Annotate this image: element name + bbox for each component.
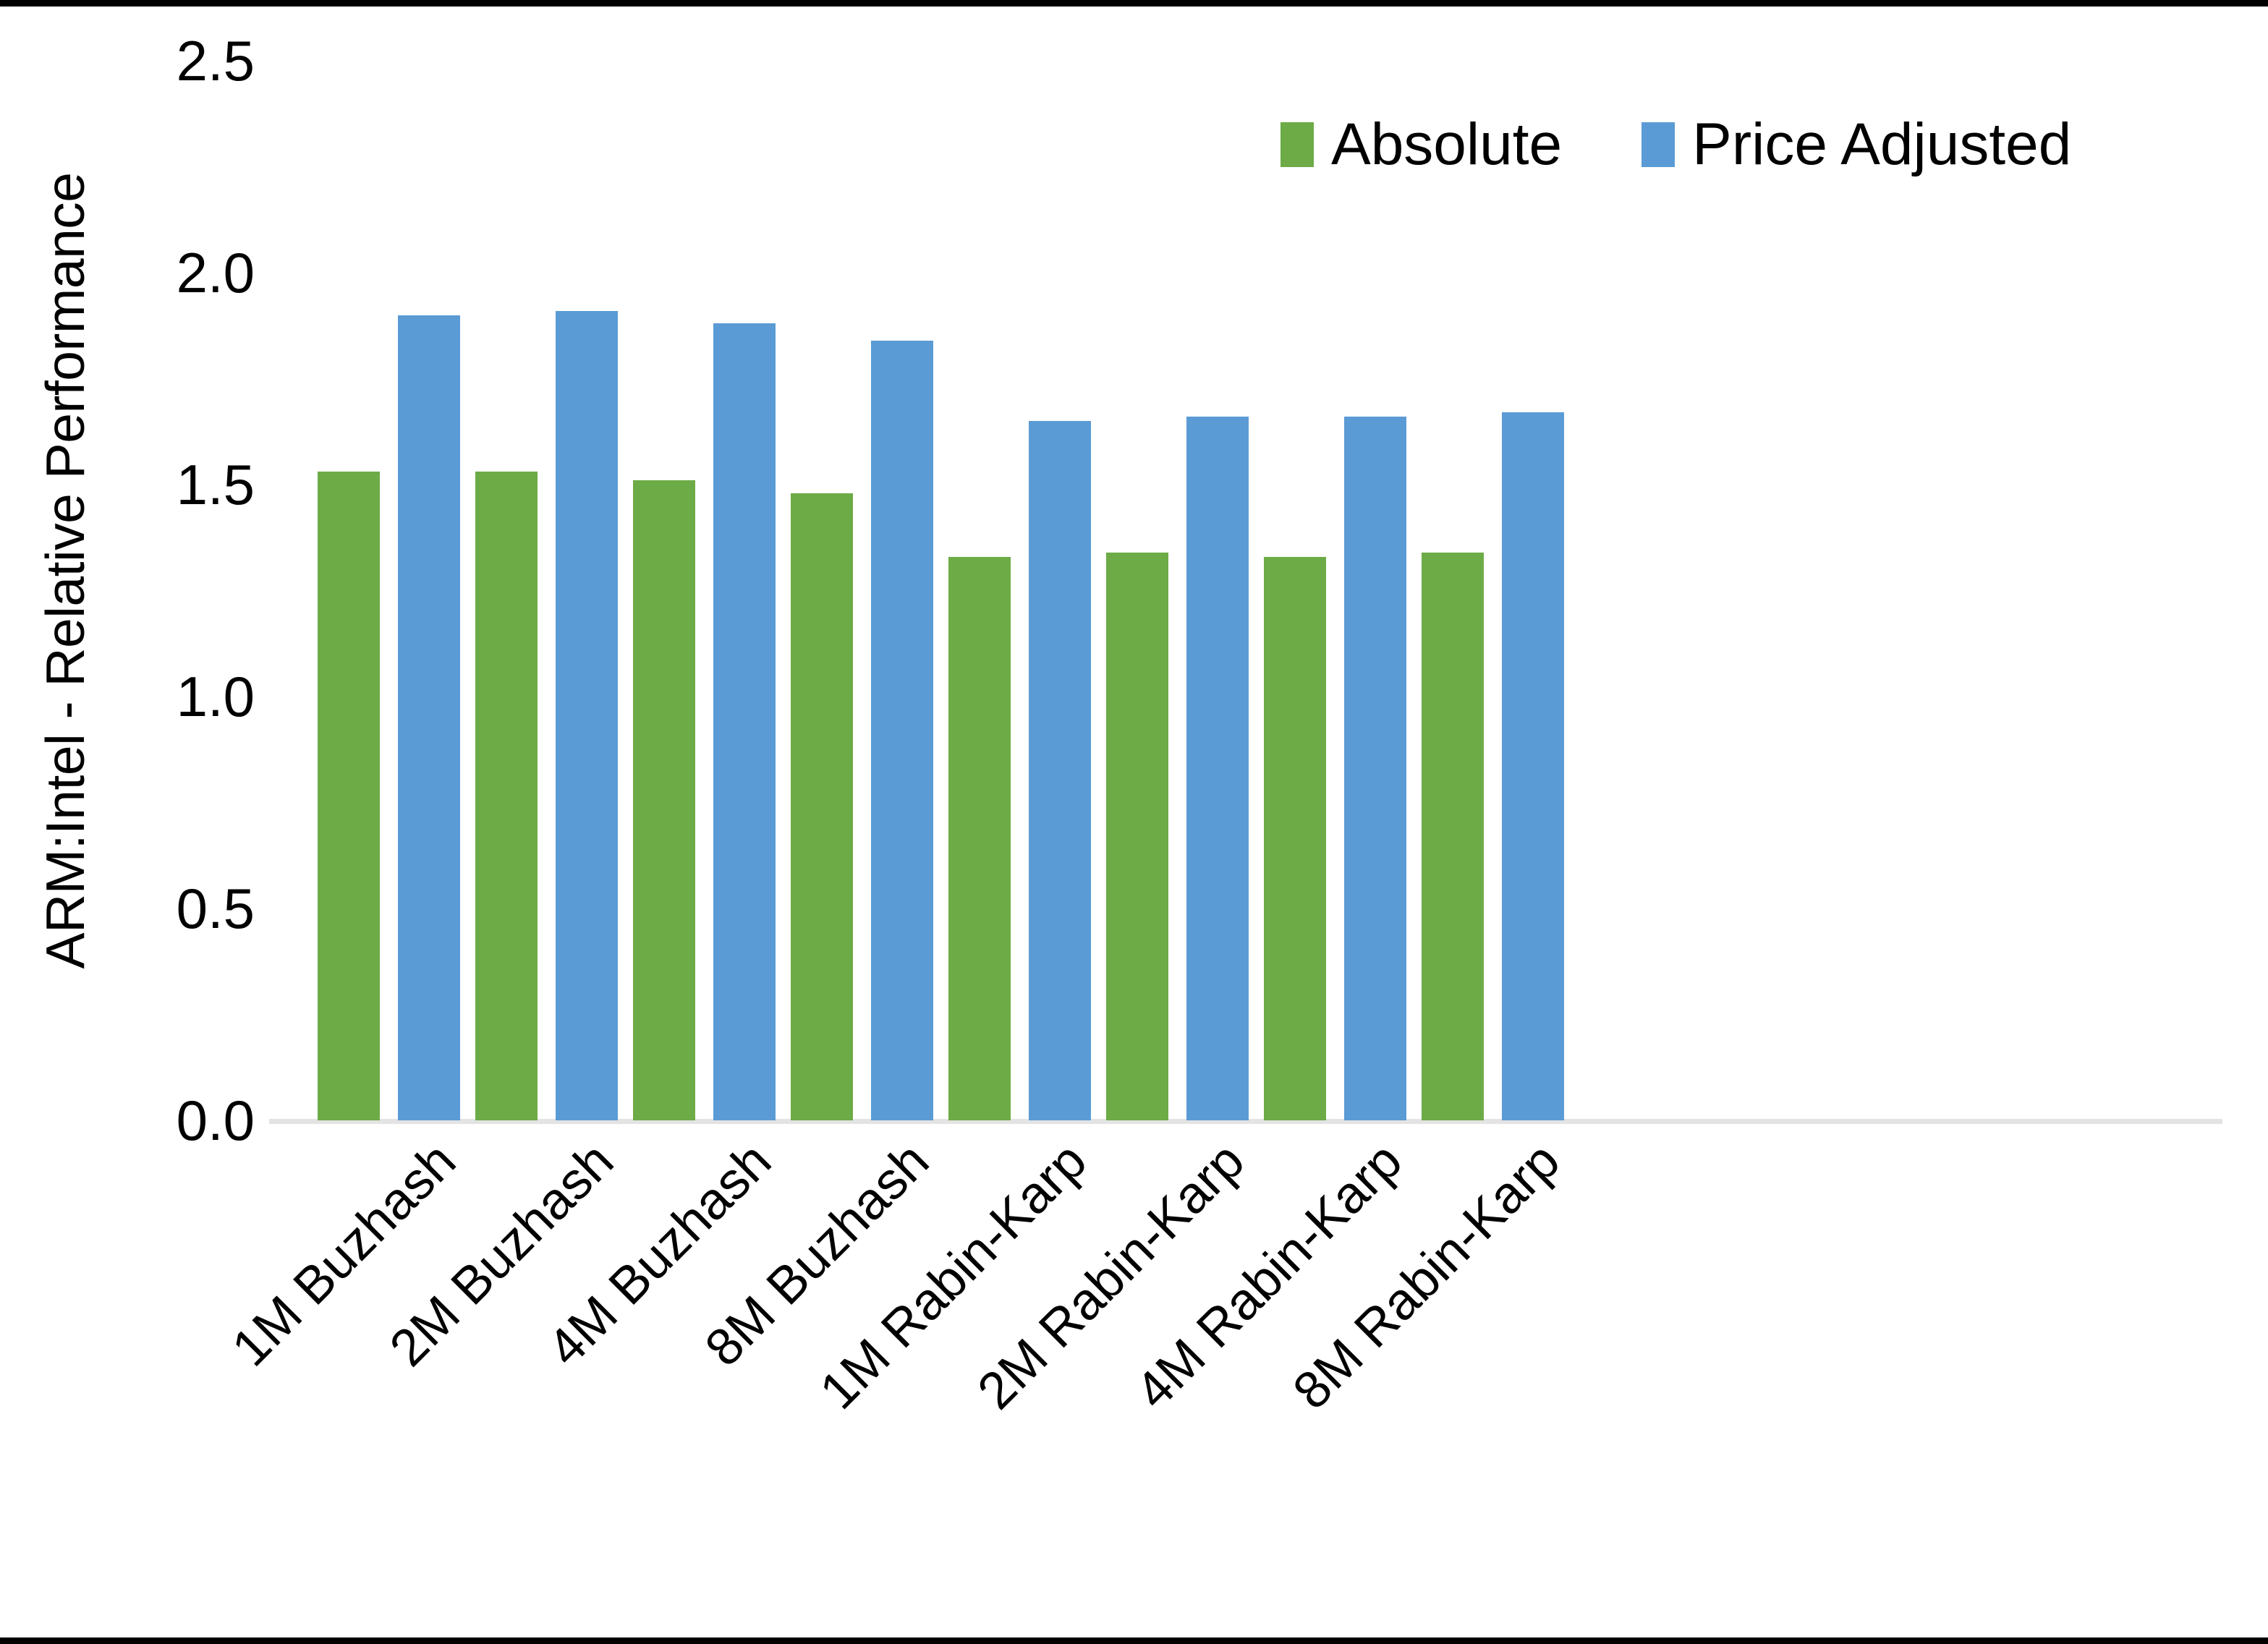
legend-swatch-icon: [1280, 122, 1314, 167]
bar-price-adjusted[interactable]: [871, 340, 933, 1120]
bar-group: [619, 61, 776, 1120]
bar-absolute[interactable]: [475, 472, 538, 1120]
bar-price-adjusted[interactable]: [398, 315, 460, 1120]
bar-price-adjusted[interactable]: [1502, 412, 1564, 1120]
bar-group: [303, 61, 461, 1120]
bar-group: [1092, 61, 1249, 1120]
bar-group: [776, 61, 934, 1120]
bar-absolute[interactable]: [1422, 552, 1484, 1120]
x-axis-tick-label: 8M Rabin-Karp: [1282, 1131, 1571, 1421]
legend-item[interactable]: Absolute: [1280, 115, 1562, 174]
bar-group: [1249, 61, 1407, 1120]
bar-price-adjusted[interactable]: [1029, 421, 1091, 1120]
legend-item[interactable]: Price Adjusted: [1641, 115, 2071, 174]
bar-absolute[interactable]: [633, 480, 695, 1120]
y-axis-tick-label: 0.0: [176, 1089, 255, 1152]
x-axis-tick-label: 2M Rabin-Karp: [967, 1131, 1256, 1421]
x-axis-baseline: [269, 1119, 2222, 1124]
y-axis-tick-label: 2.5: [176, 29, 255, 93]
bar-group: [461, 61, 619, 1120]
bar-absolute[interactable]: [1264, 556, 1326, 1120]
legend-label: Absolute: [1331, 111, 1563, 177]
bar-absolute[interactable]: [318, 472, 380, 1120]
bar-price-adjusted[interactable]: [1344, 417, 1406, 1120]
y-axis-tick-label: 1.5: [176, 453, 255, 516]
plot-area: [269, 61, 2222, 1124]
y-axis: 2.5 2.0 1.5 1.0 0.5 0.0: [0, 7, 255, 1644]
y-axis-tick-label: 2.0: [176, 241, 255, 304]
bar-price-adjusted[interactable]: [713, 323, 776, 1120]
x-axis: 1M Buzhash 2M Buzhash 4M Buzhash 8M Buzhash…: [221, 1131, 2222, 1637]
legend-swatch-icon: [1641, 122, 1675, 167]
y-axis-tick-label: 1.0: [176, 665, 255, 728]
legend-label: Price Adjusted: [1692, 111, 2072, 177]
bar-price-adjusted[interactable]: [556, 310, 618, 1120]
x-axis-tick-label: 1M Rabin-Karp: [809, 1131, 1098, 1421]
bar-price-adjusted[interactable]: [1186, 417, 1249, 1120]
bar-absolute[interactable]: [1106, 552, 1168, 1120]
bar-absolute[interactable]: [948, 556, 1011, 1120]
bar-group: [934, 61, 1092, 1120]
bar-absolute[interactable]: [791, 493, 853, 1120]
bar-group: [1407, 61, 1565, 1120]
chart-legend: Absolute Price Adjusted: [1280, 115, 2071, 174]
y-axis-tick-label: 0.5: [176, 877, 255, 940]
x-axis-tick-label: 4M Rabin-Karp: [1124, 1131, 1414, 1421]
